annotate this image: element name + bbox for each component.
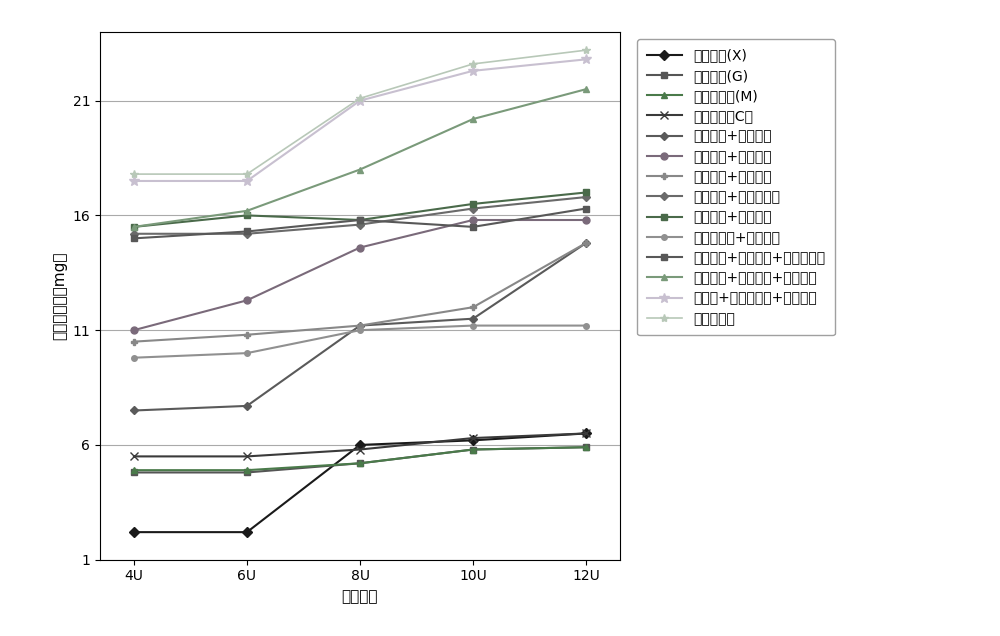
- Legend: 木聚糖酶(X), 葡聚糖酶(G), 甘露聚糖酶(M), 纤维素酶（C）, 木聚糖酶+葡聚糖酶, 木聚糖酶+甘露糖酶, 木聚糖酶+纤维素酶, 葡聚糖酶+甘露聚糖酶: 木聚糖酶(X), 葡聚糖酶(G), 甘露聚糖酶(M), 纤维素酶（C）, 木聚糖…: [637, 39, 835, 335]
- 饲用复合酶: [467, 60, 479, 68]
- 饲用复合酶: [580, 46, 592, 54]
- 木聚糖酶(X): [241, 529, 253, 536]
- 纤维素酶（C）: [354, 446, 366, 453]
- 纤维素酶（C）: [128, 453, 140, 460]
- 木聚糖酶+葡聚糖酶: [241, 402, 253, 410]
- 葡聚糖+甘露聚糖酶+纤维素酶: [128, 177, 140, 185]
- 饲用复合酶: [354, 95, 366, 102]
- 葡聚糖酶(G): [467, 446, 479, 453]
- 饲用复合酶: [241, 170, 253, 178]
- 甘露聚糖酶(M): [354, 459, 366, 467]
- 葡聚糖酶+纤维素酶: [241, 212, 253, 219]
- 葡聚糖酶+纤维素酶: [580, 189, 592, 197]
- Line: 木聚糖酶+甘露糖酶: 木聚糖酶+甘露糖酶: [130, 216, 590, 334]
- 甘露聚糖酶(M): [580, 443, 592, 451]
- 葡聚糖+甘露聚糖酶+纤维素酶: [467, 67, 479, 74]
- 纤维素酶（C）: [241, 453, 253, 460]
- 葡聚糖+甘露聚糖酶+纤维素酶: [354, 97, 366, 104]
- Line: 木聚糖酶+葡聚糖酶+甘露聚糖酶: 木聚糖酶+葡聚糖酶+甘露聚糖酶: [131, 206, 589, 241]
- 甘露聚糖酶+纤维素酶: [354, 326, 366, 334]
- 葡聚糖酶(G): [354, 459, 366, 467]
- 葡聚糖酶+甘露聚糖酶: [580, 193, 592, 201]
- 饲用复合酶: [128, 170, 140, 178]
- Line: 甘露聚糖酶(M): 甘露聚糖酶(M): [130, 444, 590, 474]
- 葡聚糖酶+甘露聚糖酶: [128, 230, 140, 238]
- Line: 葡聚糖酶(G): 葡聚糖酶(G): [130, 444, 590, 476]
- 木聚糖酶+甘露糖酶: [241, 296, 253, 304]
- 木聚糖酶+甘露糖酶: [467, 216, 479, 224]
- 葡聚糖酶+纤维素酶: [354, 216, 366, 224]
- 葡聚糖酶(G): [580, 443, 592, 451]
- 纤维素酶（C）: [580, 430, 592, 438]
- 葡聚糖+甘露聚糖酶+纤维素酶: [241, 177, 253, 185]
- 木聚糖酶(X): [580, 430, 592, 438]
- 葡聚糖酶+甘露聚糖酶: [241, 230, 253, 238]
- 木聚糖酶+纤维素酶: [241, 331, 253, 338]
- 木聚糖酶+葡聚糖酶+纤维素酶: [467, 115, 479, 123]
- 木聚糖酶+纤维素酶: [580, 239, 592, 247]
- 木聚糖酶+纤维素酶: [128, 338, 140, 345]
- Y-axis label: 还原糖增量（mg）: 还原糖增量（mg）: [52, 251, 67, 340]
- 葡聚糖酶+纤维素酶: [128, 223, 140, 231]
- 木聚糖酶+葡聚糖酶+甘露聚糖酶: [241, 228, 253, 235]
- 甘露聚糖酶+纤维素酶: [467, 322, 479, 329]
- Line: 葡聚糖+甘露聚糖酶+纤维素酶: 葡聚糖+甘露聚糖酶+纤维素酶: [129, 55, 591, 186]
- 木聚糖酶+葡聚糖酶+纤维素酶: [354, 166, 366, 174]
- 甘露聚糖酶(M): [128, 466, 140, 474]
- 木聚糖酶+葡聚糖酶: [128, 406, 140, 414]
- 葡聚糖酶+纤维素酶: [467, 200, 479, 208]
- 木聚糖酶+葡聚糖酶+纤维素酶: [580, 85, 592, 93]
- 葡聚糖酶(G): [128, 469, 140, 476]
- X-axis label: 酶活单位: 酶活单位: [342, 589, 378, 604]
- 木聚糖酶+葡聚糖酶+纤维素酶: [241, 207, 253, 214]
- Line: 木聚糖酶+葡聚糖酶: 木聚糖酶+葡聚糖酶: [131, 240, 589, 413]
- 木聚糖酶+葡聚糖酶: [354, 322, 366, 329]
- Line: 纤维素酶（C）: 纤维素酶（C）: [130, 429, 590, 460]
- 木聚糖酶+葡聚糖酶: [467, 315, 479, 322]
- 木聚糖酶+葡聚糖酶+纤维素酶: [128, 223, 140, 231]
- 木聚糖酶+葡聚糖酶: [580, 239, 592, 247]
- Line: 葡聚糖酶+甘露聚糖酶: 葡聚糖酶+甘露聚糖酶: [131, 194, 589, 237]
- Line: 木聚糖酶+纤维素酶: 木聚糖酶+纤维素酶: [131, 240, 589, 345]
- 木聚糖酶+葡聚糖酶+甘露聚糖酶: [580, 205, 592, 212]
- 甘露聚糖酶+纤维素酶: [580, 322, 592, 329]
- 葡聚糖+甘露聚糖酶+纤维素酶: [580, 55, 592, 63]
- 葡聚糖酶(G): [241, 469, 253, 476]
- 木聚糖酶+葡聚糖酶+甘露聚糖酶: [128, 235, 140, 242]
- 木聚糖酶+甘露糖酶: [354, 244, 366, 251]
- 木聚糖酶+纤维素酶: [354, 322, 366, 329]
- 木聚糖酶+纤维素酶: [467, 303, 479, 311]
- 木聚糖酶+葡聚糖酶+甘露聚糖酶: [354, 216, 366, 224]
- 甘露聚糖酶(M): [241, 466, 253, 474]
- Line: 甘露聚糖酶+纤维素酶: 甘露聚糖酶+纤维素酶: [131, 323, 589, 361]
- 木聚糖酶+甘露糖酶: [580, 216, 592, 224]
- 甘露聚糖酶(M): [467, 446, 479, 453]
- 甘露聚糖酶+纤维素酶: [241, 349, 253, 357]
- Line: 饲用复合酶: 饲用复合酶: [130, 46, 590, 178]
- 木聚糖酶+葡聚糖酶+甘露聚糖酶: [467, 223, 479, 231]
- 木聚糖酶(X): [354, 441, 366, 449]
- 葡聚糖酶+甘露聚糖酶: [354, 221, 366, 228]
- Line: 木聚糖酶(X): 木聚糖酶(X): [130, 430, 590, 536]
- 葡聚糖酶+甘露聚糖酶: [467, 205, 479, 212]
- 木聚糖酶(X): [467, 436, 479, 444]
- 甘露聚糖酶+纤维素酶: [128, 354, 140, 361]
- 纤维素酶（C）: [467, 434, 479, 442]
- 木聚糖酶(X): [128, 529, 140, 536]
- Line: 木聚糖酶+葡聚糖酶+纤维素酶: 木聚糖酶+葡聚糖酶+纤维素酶: [130, 86, 590, 230]
- Line: 葡聚糖酶+纤维素酶: 葡聚糖酶+纤维素酶: [131, 190, 589, 230]
- 木聚糖酶+甘露糖酶: [128, 326, 140, 334]
